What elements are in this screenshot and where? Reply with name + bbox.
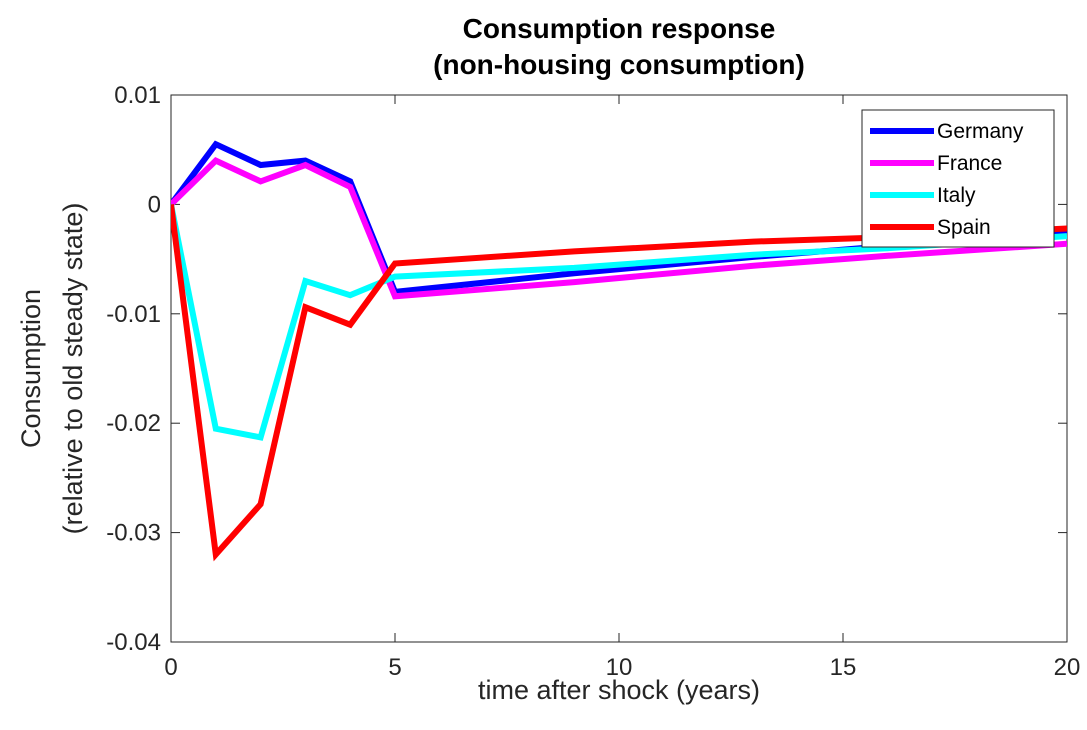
y-tick-label: -0.01 — [106, 301, 161, 328]
y-tick-label: 0 — [148, 191, 161, 218]
y-tick-label: -0.03 — [106, 520, 161, 547]
series-line-france — [171, 157, 1067, 300]
x-tick-label: 15 — [830, 654, 857, 681]
legend-label-france: France — [937, 152, 1002, 175]
y-axis-label: Consumption (relative to old steady state… — [16, 203, 88, 535]
legend-label-spain: Spain — [937, 216, 991, 239]
chart-title: Consumption response (non-housing consump… — [433, 13, 805, 80]
series-line-italy — [171, 203, 1067, 441]
series-line-spain — [171, 204, 1067, 562]
x-tick-label: 0 — [164, 654, 177, 681]
y-tick-label: -0.04 — [106, 629, 161, 656]
y-axis-label-line: Consumption — [16, 289, 46, 448]
series-lines — [171, 140, 1067, 562]
legend: Germany France Italy Spain — [861, 109, 1055, 248]
x-tick-label: 20 — [1054, 654, 1081, 681]
y-axis-label-line: (relative to old steady state) — [58, 203, 88, 535]
axis-ticks: 0 5 10 15 20 0.01 0 -0.01 -0.02 -0.03 -0.04 — [106, 82, 1080, 681]
y-tick-label: -0.02 — [106, 410, 161, 437]
chart-title-line: (non-housing consumption) — [433, 49, 805, 80]
x-tick-label: 10 — [606, 654, 633, 681]
x-axis-label-text: time after shock (years) — [478, 675, 760, 705]
chart-title-line: Consumption response — [463, 13, 776, 44]
legend-label-italy: Italy — [937, 184, 976, 207]
x-tick-label: 5 — [388, 654, 401, 681]
legend-label-germany: Germany — [937, 120, 1024, 143]
x-axis-label: time after shock (years) — [478, 675, 760, 705]
y-tick-label: 0.01 — [114, 82, 161, 109]
